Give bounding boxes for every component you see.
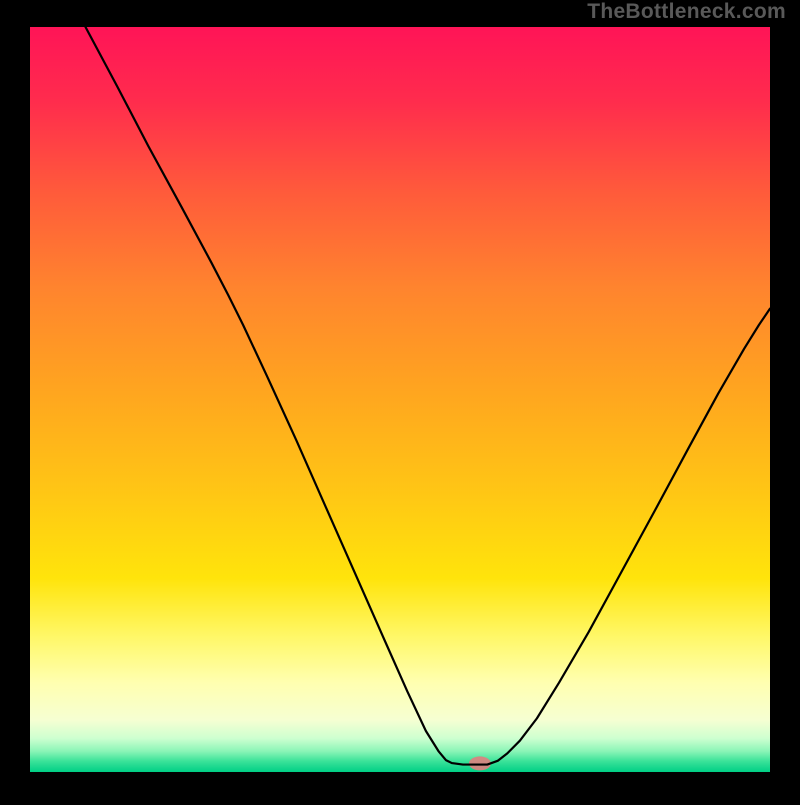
watermark-text: TheBottleneck.com (587, 0, 786, 24)
plot-background (30, 27, 770, 772)
chart-frame: TheBottleneck.com (0, 0, 800, 800)
chart-svg (0, 0, 800, 800)
